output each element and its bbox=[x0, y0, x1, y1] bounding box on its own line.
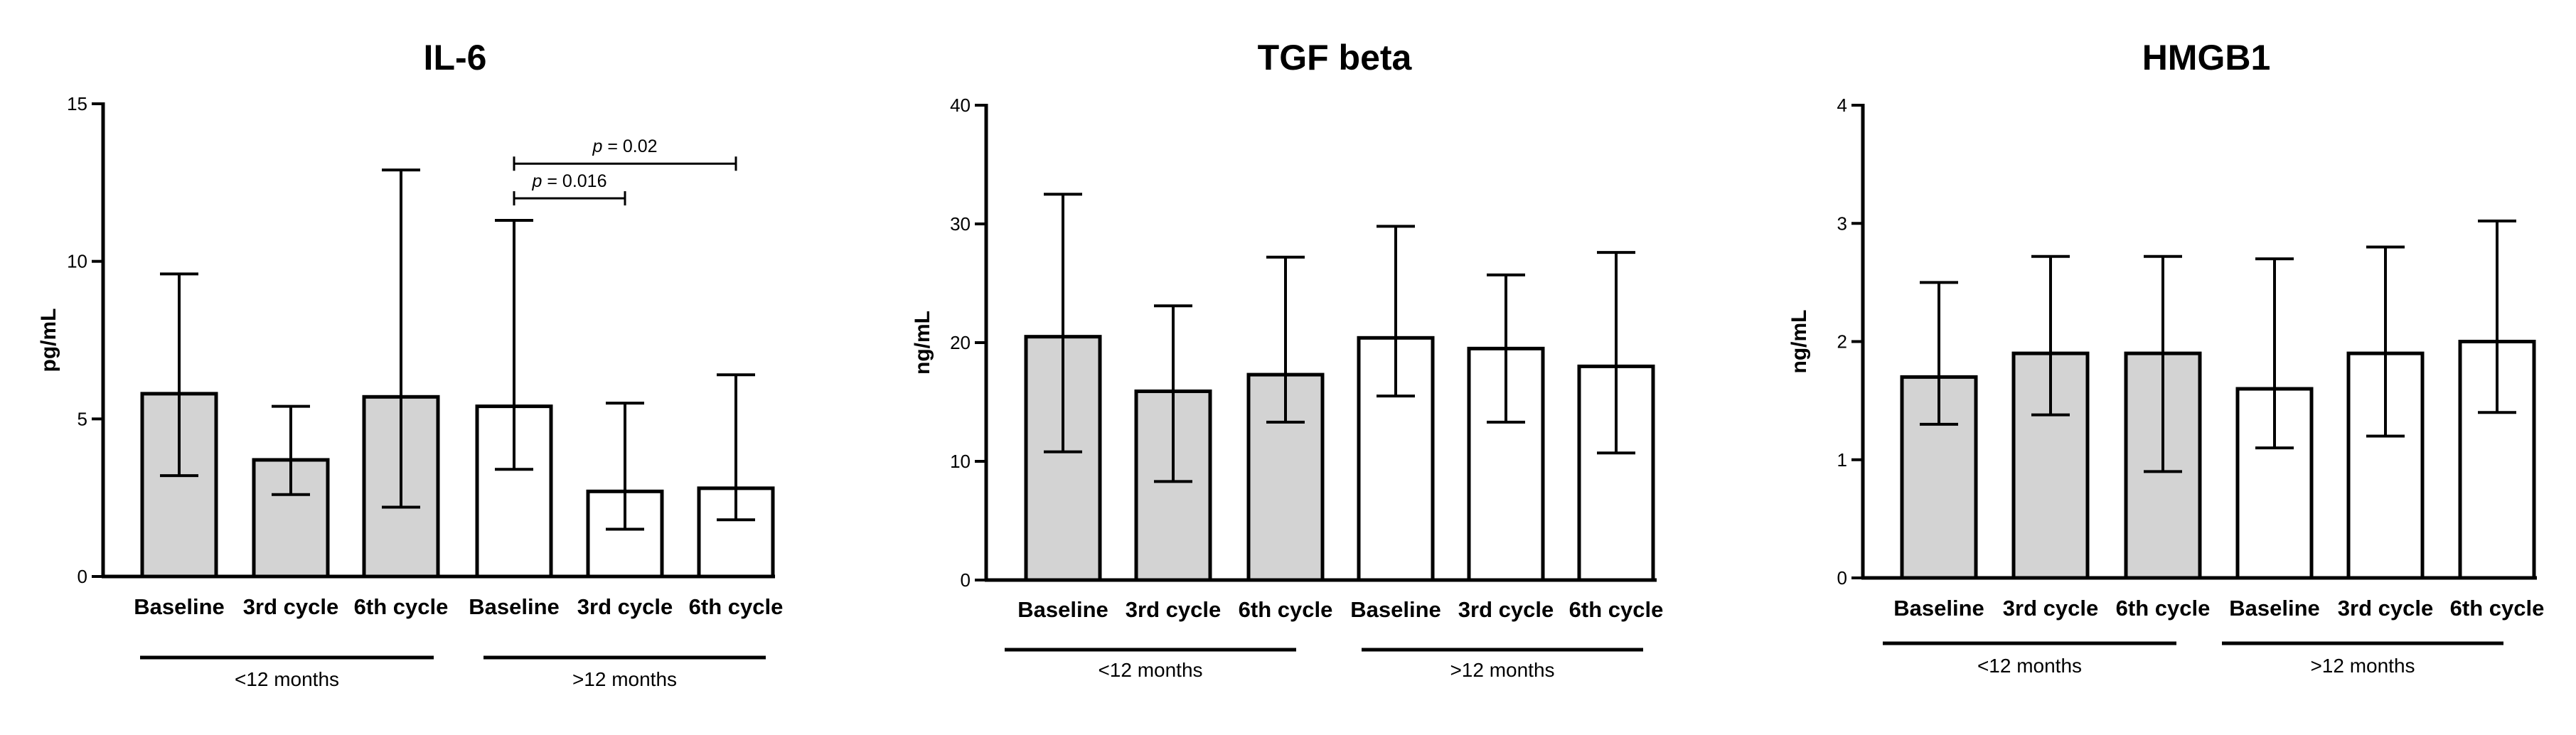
y-tick-label: 3 bbox=[1837, 213, 1847, 234]
y-tick-label: 10 bbox=[67, 251, 87, 272]
p-value-label: p = 0.02 bbox=[592, 136, 657, 156]
x-tick-label: Baseline bbox=[134, 594, 225, 619]
p-value: = 0.02 bbox=[602, 136, 657, 156]
y-tick-label: 0 bbox=[1837, 567, 1847, 589]
chart-title: HMGB1 bbox=[2142, 38, 2271, 77]
x-tick-label: Baseline bbox=[1017, 597, 1108, 622]
y-axis-label: pg/mL bbox=[37, 309, 60, 372]
group-label: >12 months bbox=[572, 668, 677, 690]
chart-title: IL-6 bbox=[424, 38, 487, 77]
group-label: <12 months bbox=[235, 668, 339, 690]
x-tick-label: 3rd cycle bbox=[243, 594, 338, 619]
x-tick-label: 6th cycle bbox=[1569, 597, 1664, 622]
y-tick-label: 4 bbox=[1837, 95, 1847, 116]
chart-title: TGF beta bbox=[1258, 38, 1413, 77]
y-tick-label: 0 bbox=[78, 566, 87, 587]
x-tick-label: 6th cycle bbox=[354, 594, 449, 619]
y-tick-label: 5 bbox=[78, 408, 87, 429]
y-tick-label: 30 bbox=[950, 213, 971, 235]
group-label: <12 months bbox=[1977, 655, 2082, 677]
y-tick-label: 40 bbox=[950, 95, 971, 116]
x-tick-label: 6th cycle bbox=[689, 594, 784, 619]
group-label: >12 months bbox=[2310, 655, 2415, 677]
y-axis-label: ng/mL bbox=[1787, 310, 1811, 374]
y-tick-label: 10 bbox=[950, 451, 971, 472]
y-tick-label: 15 bbox=[67, 93, 87, 114]
x-tick-label: Baseline bbox=[2229, 596, 2320, 621]
chart-panel: IL-6 pg/mL 0 5 10 15 Baseline 3rd cycle 6th cycl… bbox=[37, 38, 783, 690]
x-tick-label: 3rd cycle bbox=[1126, 597, 1221, 622]
y-axis-label: ng/mL bbox=[911, 311, 934, 375]
y-tick-label: 1 bbox=[1837, 449, 1847, 471]
p-symbol: p bbox=[592, 136, 602, 156]
x-tick-label: Baseline bbox=[1893, 596, 1984, 621]
x-tick-label: 3rd cycle bbox=[1458, 597, 1554, 622]
x-tick-label: 3rd cycle bbox=[577, 594, 673, 619]
x-tick-label: 6th cycle bbox=[2116, 596, 2211, 621]
x-tick-label: 6th cycle bbox=[2450, 596, 2545, 621]
y-tick-label: 2 bbox=[1837, 331, 1847, 353]
p-symbol: p bbox=[532, 171, 543, 191]
chart-panel: HMGB1 ng/mL 0 1 2 3 4 Baseline 3rd cycle 6th cycl… bbox=[1787, 38, 2544, 677]
x-tick-label: 3rd cycle bbox=[2003, 596, 2098, 621]
group-label: >12 months bbox=[1450, 659, 1554, 681]
y-tick-label: 20 bbox=[950, 332, 971, 353]
y-tick-label: 0 bbox=[961, 569, 971, 591]
x-tick-label: Baseline bbox=[469, 594, 560, 619]
p-value-label: p = 0.016 bbox=[532, 171, 607, 191]
x-tick-label: 6th cycle bbox=[1239, 597, 1333, 622]
chart-panel: TGF beta ng/mL 0 10 20 30 40 Baseline 3rd cycle 6… bbox=[911, 38, 1663, 681]
group-label: <12 months bbox=[1098, 659, 1202, 681]
x-tick-label: 3rd cycle bbox=[2338, 596, 2433, 621]
p-value: = 0.016 bbox=[542, 171, 606, 191]
x-tick-label: Baseline bbox=[1350, 597, 1441, 622]
